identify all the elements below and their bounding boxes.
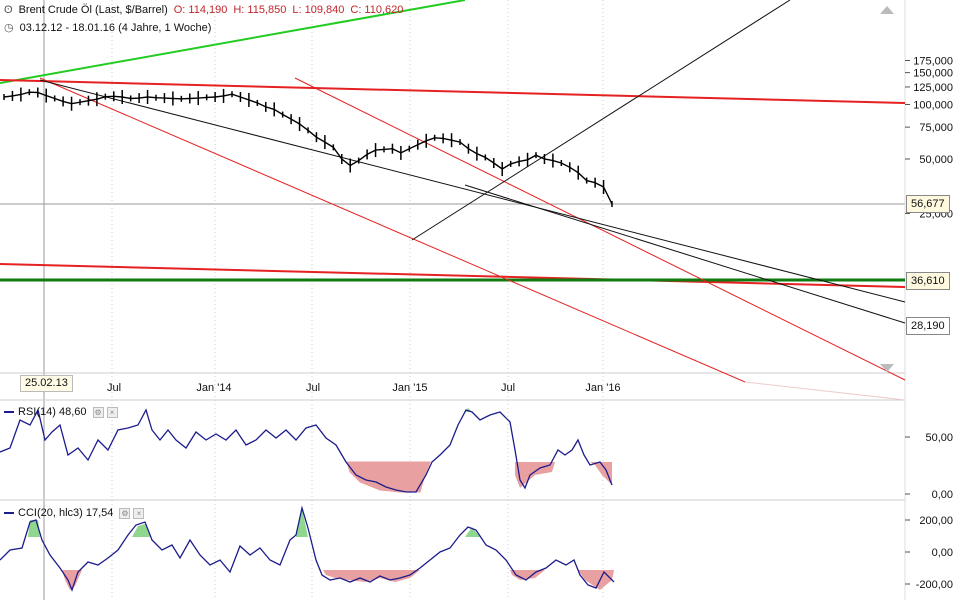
- rsi-line: [0, 408, 613, 493]
- cursor-date-tag: 25.02.13: [20, 375, 73, 392]
- cci-tick-label: -200,00: [916, 579, 953, 591]
- y-tick-label: 75,000: [919, 122, 953, 134]
- cci-low-fill: [578, 570, 614, 590]
- price-series-line: [3, 91, 613, 205]
- close-value: C: 110,620: [350, 4, 404, 16]
- x-tick-label: Jan '16: [585, 382, 620, 394]
- cci-high-fill: [465, 527, 480, 537]
- cci-axis: 200,00 0,00 -200,00: [905, 515, 953, 591]
- rsi-tick-label: 50,00: [925, 432, 953, 444]
- cci-high-fill: [132, 524, 150, 537]
- channel-top-line: [294, 77, 906, 381]
- cci-low-fill: [62, 570, 82, 590]
- x-tick-label: Jul: [501, 382, 515, 394]
- cci-swatch: [4, 512, 14, 515]
- cci-legend: CCI(20, hlc3) 17,54 ⚙ ×: [4, 507, 145, 519]
- lower-resistance-line: [0, 263, 906, 288]
- price-tag-56677: 56,677: [906, 195, 950, 213]
- cci-tick-label: 0,00: [932, 547, 953, 559]
- settings-icon[interactable]: ⚙: [119, 507, 131, 519]
- time-axis: Jul Jan '14 Jul Jan '15 Jul Jan '16: [107, 382, 621, 394]
- rsi-legend: RSI(14) 48,60 ⚙ ×: [4, 406, 118, 418]
- clock-icon: ◷: [4, 22, 14, 34]
- rsi-oversold-fill: [346, 461, 431, 493]
- cci-high-fill: [296, 508, 308, 537]
- cci-tick-label: 200,00: [919, 515, 953, 527]
- scroll-down-icon[interactable]: [880, 364, 894, 372]
- upper-resistance-line: [0, 79, 906, 104]
- instrument-info: ʘ Brent Crude Öl (Last, $/Barrel) O: 114,1…: [4, 4, 409, 16]
- rsi-tick-label: 0,00: [932, 489, 953, 501]
- x-tick-label: Jan '14: [196, 382, 231, 394]
- y-tick-label: 50,000: [919, 154, 953, 166]
- cci-line: [0, 505, 615, 592]
- x-tick-label: Jul: [306, 382, 320, 394]
- date-range: 03.12.12 - 18.01.16 (4 Jahre, 1 Woche): [19, 22, 212, 34]
- rsi-panel: [0, 408, 613, 493]
- y-tick-label: 125,000: [913, 82, 953, 94]
- instrument-name: Brent Crude Öl (Last, $/Barrel): [18, 4, 168, 16]
- faded-channel-line: [744, 381, 906, 401]
- settings-icon[interactable]: ⚙: [92, 406, 104, 418]
- trendlines: [0, 0, 906, 401]
- rsi-axis: 50,00 0,00: [905, 432, 953, 501]
- rsi-label: RSI(14): [18, 406, 56, 418]
- y-tick-label: 175,000: [913, 56, 953, 68]
- long-term-up-trendline: [0, 0, 466, 84]
- price-tag-36610: 36,610: [906, 272, 950, 290]
- close-icon[interactable]: ×: [106, 406, 118, 418]
- price-tag-28190: 28,190: [906, 317, 950, 335]
- cci-panel: [0, 505, 615, 592]
- y-tick-label: 100,000: [913, 100, 953, 112]
- cci-label: CCI(20, hlc3): [18, 507, 83, 519]
- chart-type-icon[interactable]: ʘ: [4, 4, 13, 16]
- fan-line-one: [39, 79, 906, 303]
- scroll-up-icon[interactable]: [880, 6, 894, 14]
- fan-line-two: [464, 184, 906, 324]
- rsi-swatch: [4, 411, 14, 414]
- y-tick-label: 150,000: [913, 68, 953, 80]
- x-tick-label: Jul: [107, 382, 121, 394]
- close-icon[interactable]: ×: [133, 507, 145, 519]
- x-tick-label: Jan '15: [392, 382, 427, 394]
- rsi-value: 48,60: [58, 406, 87, 418]
- date-range-info: ◷ 03.12.12 - 18.01.16 (4 Jahre, 1 Woche): [4, 21, 217, 34]
- channel-bottom-line: [39, 77, 746, 383]
- rising-line: [411, 0, 791, 241]
- rsi-oversold-fill: [515, 462, 555, 488]
- cci-value: 17,54: [85, 507, 114, 519]
- price-bars: [3, 87, 613, 208]
- rsi-oversold-fill: [590, 462, 612, 485]
- low-value: L: 109,840: [292, 4, 345, 16]
- high-value: H: 115,850: [233, 4, 287, 16]
- open-value: O: 114,190: [173, 4, 228, 16]
